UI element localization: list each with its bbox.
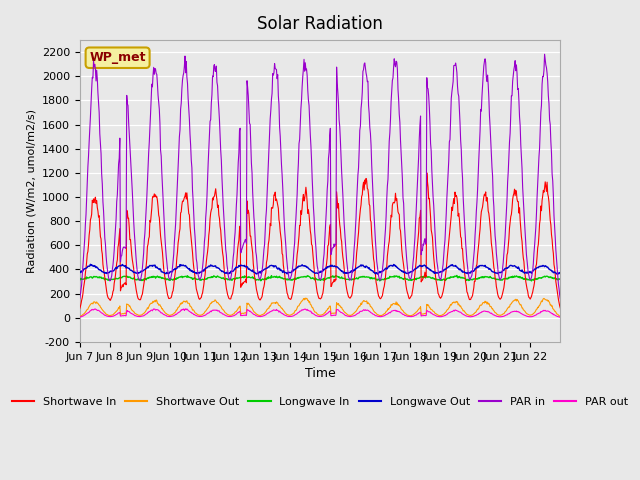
Text: WP_met: WP_met xyxy=(90,51,146,64)
Y-axis label: Radiation (W/m2, umol/m2/s): Radiation (W/m2, umol/m2/s) xyxy=(26,109,36,273)
X-axis label: Time: Time xyxy=(305,367,335,380)
Title: Solar Radiation: Solar Radiation xyxy=(257,15,383,33)
Legend: Shortwave In, Shortwave Out, Longwave In, Longwave Out, PAR in, PAR out: Shortwave In, Shortwave Out, Longwave In… xyxy=(7,393,633,412)
